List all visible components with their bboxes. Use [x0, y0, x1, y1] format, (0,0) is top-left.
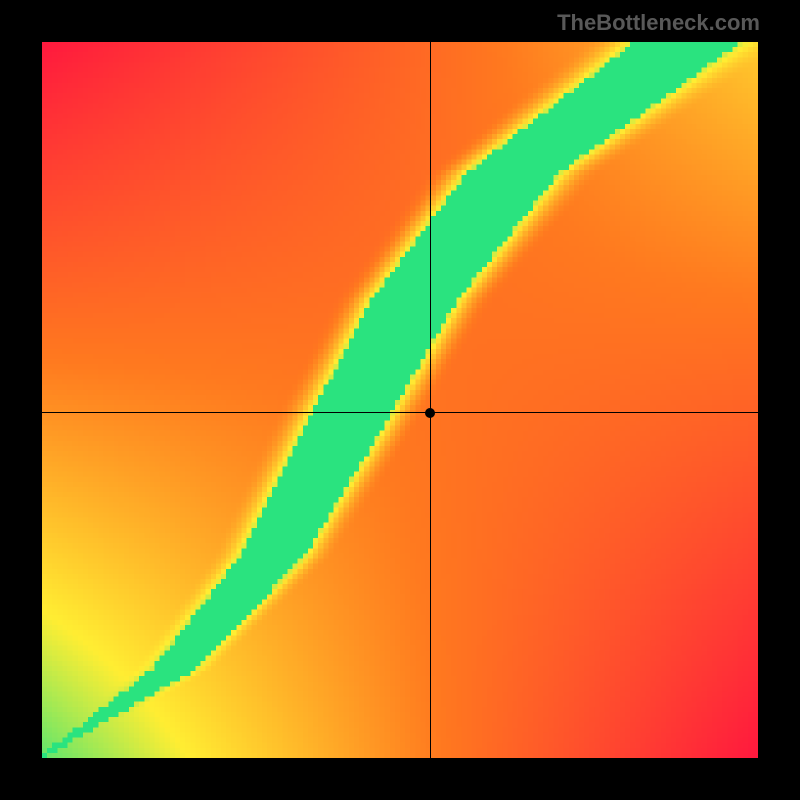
bottleneck-heatmap — [42, 42, 758, 758]
crosshair-marker — [425, 408, 435, 418]
chart-container: TheBottleneck.com — [0, 0, 800, 800]
crosshair-horizontal — [42, 412, 758, 413]
watermark-text: TheBottleneck.com — [557, 10, 760, 36]
crosshair-vertical — [430, 42, 431, 758]
